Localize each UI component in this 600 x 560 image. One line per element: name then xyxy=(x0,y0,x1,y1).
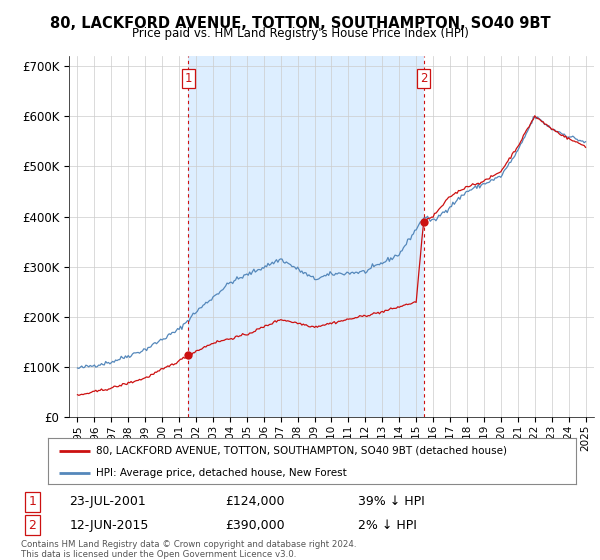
Text: 1: 1 xyxy=(28,495,36,508)
Text: Contains HM Land Registry data © Crown copyright and database right 2024.
This d: Contains HM Land Registry data © Crown c… xyxy=(21,540,356,559)
Bar xyxy=(188,56,424,417)
Text: 2% ↓ HPI: 2% ↓ HPI xyxy=(358,519,416,532)
Text: HPI: Average price, detached house, New Forest: HPI: Average price, detached house, New … xyxy=(95,468,346,478)
Text: 23-JUL-2001: 23-JUL-2001 xyxy=(70,495,146,508)
Text: £124,000: £124,000 xyxy=(225,495,284,508)
Text: 12-JUN-2015: 12-JUN-2015 xyxy=(70,519,149,532)
Text: 80, LACKFORD AVENUE, TOTTON, SOUTHAMPTON, SO40 9BT: 80, LACKFORD AVENUE, TOTTON, SOUTHAMPTON… xyxy=(50,16,550,31)
Text: 80, LACKFORD AVENUE, TOTTON, SOUTHAMPTON, SO40 9BT (detached house): 80, LACKFORD AVENUE, TOTTON, SOUTHAMPTON… xyxy=(95,446,506,456)
Text: 1: 1 xyxy=(185,72,192,85)
Text: 2: 2 xyxy=(28,519,36,532)
Text: Price paid vs. HM Land Registry's House Price Index (HPI): Price paid vs. HM Land Registry's House … xyxy=(131,27,469,40)
Text: 39% ↓ HPI: 39% ↓ HPI xyxy=(358,495,424,508)
Text: 2: 2 xyxy=(420,72,427,85)
Text: £390,000: £390,000 xyxy=(225,519,285,532)
